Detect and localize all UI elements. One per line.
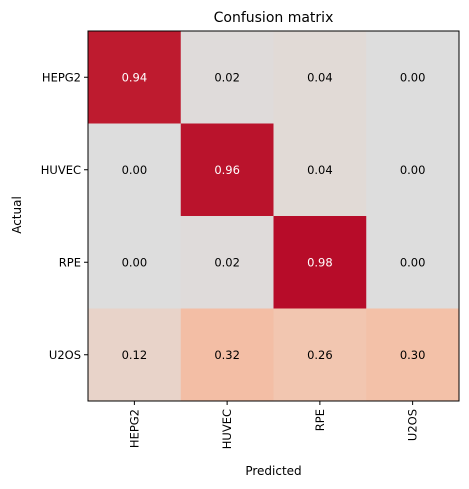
- y-tick-label: HEPG2: [42, 70, 81, 84]
- heatmap-cell: [88, 31, 182, 124]
- heatmap-cell-label: 0.94: [122, 70, 148, 84]
- heatmap-cell-label: 0.04: [307, 70, 333, 84]
- y-tick-label: HUVEC: [41, 163, 81, 177]
- heatmap-cell: [273, 123, 367, 217]
- heatmap-cell: [180, 308, 274, 402]
- heatmap-cell: [273, 308, 367, 402]
- heatmap-cell-label: 0.00: [400, 255, 426, 269]
- x-tick-label: RPE: [313, 409, 327, 431]
- heatmap-cell-label: 0.96: [214, 163, 240, 177]
- y-axis-label: Actual: [10, 196, 24, 234]
- heatmap-cell-label: 0.00: [122, 255, 148, 269]
- heatmap-cell-label: 0.02: [214, 255, 240, 269]
- heatmap-cell: [88, 216, 182, 309]
- heatmap-cell-label: 0.02: [214, 70, 240, 84]
- heatmap-cell: [88, 308, 182, 402]
- heatmap-cell: [180, 123, 274, 217]
- heatmap-cell: [366, 123, 460, 217]
- y-axis-ticks: HEPG2 HUVEC RPE U2OS: [41, 70, 88, 362]
- heatmap-cell-label: 0.00: [400, 70, 426, 84]
- heatmap-cell: [366, 216, 460, 309]
- heatmap-cell-label: 0.30: [400, 348, 426, 362]
- x-tick-label: HEPG2: [127, 409, 141, 448]
- heatmap-cells: [88, 31, 460, 402]
- heatmap-cell: [88, 123, 182, 217]
- heatmap-cell: [366, 31, 460, 124]
- x-axis-ticks: HEPG2 HUVEC RPE U2OS: [127, 401, 420, 449]
- x-tick-label: U2OS: [406, 409, 420, 441]
- heatmap-cell: [180, 216, 274, 309]
- x-axis-label: Predicted: [245, 464, 301, 478]
- plot-frame: [87, 30, 460, 402]
- heatmap-cell-label: 0.00: [400, 163, 426, 177]
- heatmap-cell-label: 0.04: [307, 163, 333, 177]
- chart-title: Confusion matrix: [214, 10, 334, 26]
- heatmap-cell: [180, 31, 274, 124]
- heatmap-cell: [366, 308, 460, 402]
- heatmap-cell-label: 0.00: [122, 163, 148, 177]
- heatmap-cell: [273, 31, 367, 124]
- heatmap-cell-label: 0.98: [307, 255, 333, 269]
- heatmap-cell: [273, 216, 367, 309]
- y-tick-label: U2OS: [49, 348, 81, 362]
- x-tick-label: HUVEC: [220, 409, 234, 449]
- heatmap-cell-label: 0.32: [214, 348, 240, 362]
- y-tick-label: RPE: [59, 255, 81, 269]
- heatmap-cell-labels: 0.94 0.02 0.04 0.00 0.00 0.96 0.04 0.00 0.00 0.02…: [122, 70, 426, 362]
- heatmap-cell-label: 0.26: [307, 348, 333, 362]
- heatmap-cell-label: 0.12: [122, 348, 148, 362]
